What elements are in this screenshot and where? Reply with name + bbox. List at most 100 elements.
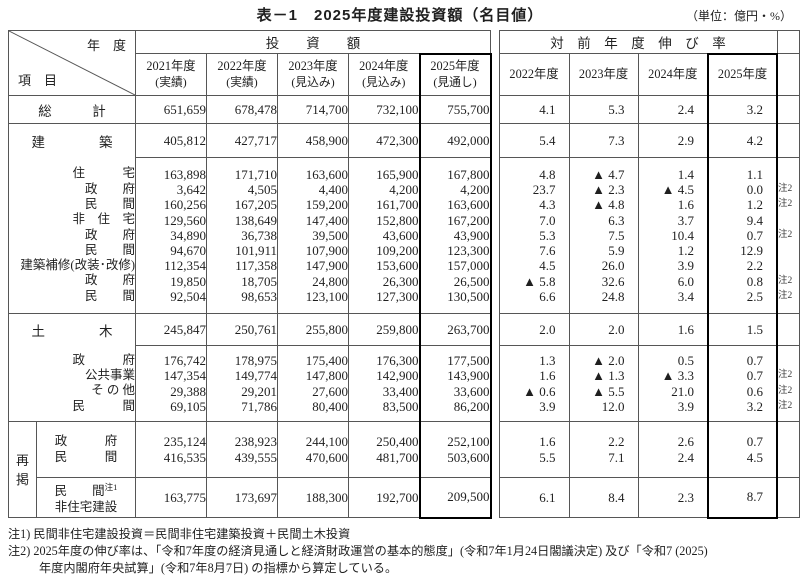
civil-rate-2024: 1.6: [637, 313, 709, 346]
private-nonres-2024: 192,700: [348, 477, 420, 518]
footnote-ref-1: 注1: [104, 482, 118, 493]
saikei-rate-2023: 2.2 7.1: [568, 421, 639, 478]
saikei-side-label: 再掲: [8, 421, 37, 518]
civil-sub-rate-2023: ▲ 2.0 ▲ 1.3 ▲ 5.5 12.0: [568, 345, 639, 422]
corner-header-cell: 年 度 項 目: [8, 30, 136, 96]
private-nonres-2021: 163,775: [135, 477, 207, 518]
total-rate-2025: 3.2: [707, 95, 779, 124]
private-nonres-2025: 209,500: [418, 477, 492, 519]
civil-2021: 245,847: [135, 313, 207, 346]
note-col-spacer: [776, 30, 800, 54]
building-sub-rate-2025: 1.1 0.0 1.2 9.4 0.7 12.9 2.2 0.8 2.5: [707, 157, 779, 314]
saikei-2024: 250,400 481,700: [348, 421, 420, 478]
civil-sub-rate-2024: 0.5 ▲ 3.3 21.0 3.9: [637, 345, 709, 422]
civil-sub-2025: 177,500 143,900 33,600 86,200: [418, 345, 492, 422]
group-header-growth: 対 前 年 度 伸 び 率: [498, 30, 778, 54]
row-label-civil: 土 木: [8, 313, 136, 346]
diagonal-line: [9, 31, 135, 95]
corner-year-label: 年 度: [86, 38, 126, 53]
total-2022: 678,478: [206, 95, 278, 124]
total-2025: 755,700: [418, 95, 492, 124]
private-nonres-rate-2025: 8.7: [707, 477, 779, 519]
rate-col-header-2024: 2024年度: [637, 53, 709, 96]
tables-area: 年 度 項 目 投 資 額 2021年度 (実績) 2022年度 (実績) 2023…: [8, 30, 800, 519]
title-bar: 表－1 2025年度建設投資額（名目値） （単位：億円・%）: [0, 0, 800, 28]
civil-sub-labels: 政 府公共事業そ の 他民 間: [8, 345, 136, 422]
total-rate-2022: 4.1: [498, 95, 570, 124]
unit-note: （単位：億円・%）: [686, 9, 792, 23]
civil-rate-2025: 1.5: [707, 313, 779, 346]
building-sub-2025: 167,800 4,200 163,600 167,200 43,900 123,300 1…: [418, 157, 492, 314]
row-label-private-nonres: 民 間注1 非住宅建設: [36, 477, 136, 518]
total-rate-2024: 2.4: [637, 95, 709, 124]
table-title: 表－1 2025年度建設投資額（名目値）: [256, 7, 544, 24]
civil-sub-rate-2022: 1.3 1.6 ▲ 0.6 3.9: [498, 345, 570, 422]
building-rate-2023: 7.3: [568, 123, 639, 158]
total-rate-2023: 5.3: [568, 95, 639, 124]
col-header-2025: 2025年度 (見通し): [418, 52, 492, 96]
building-sub-notes: 注2 注2 注2 注2 注2: [776, 157, 800, 314]
saikei-rate-2025: 0.7 4.5: [707, 421, 779, 478]
col-header-2024: 2024年度 (見込み): [348, 53, 420, 96]
private-nonres-rate-2022: 6.1: [498, 477, 570, 518]
building-2023: 458,900: [277, 123, 349, 158]
footnote-2-line1: 注2) 2025年度の伸び率は、「令和7年度の経済見通しと経済財政運営の基本的態…: [8, 543, 708, 558]
saikei-rate-2022: 1.6 5.5: [498, 421, 570, 478]
private-nonres-2022: 173,697: [206, 477, 278, 518]
civil-rate-2023: 2.0: [568, 313, 639, 346]
total-2021: 651,659: [135, 95, 207, 124]
total-2023: 714,700: [277, 95, 349, 124]
saikei-2023: 244,100 470,600: [277, 421, 349, 478]
group-header-investment: 投 資 額: [134, 30, 492, 54]
building-rate-2025: 4.2: [707, 123, 779, 158]
building-sub-2024: 165,900 4,200 161,700 152,800 43,600 109,200 1…: [348, 157, 420, 314]
civil-sub-notes: 注2 注2 注2: [776, 345, 800, 422]
footnote-2-line2: 年度内閣府年央試算」(令和7年8月7日) の指標から算定している。: [39, 560, 398, 575]
civil-sub-rate-2025: 0.7 0.7 0.6 3.2: [707, 345, 779, 422]
growth-rate-table: 対 前 年 度 伸 び 率 2022年度 2023年度 2024年度 2025年…: [498, 30, 800, 519]
civil-sub-2024: 176,300 142,900 33,400 83,500: [348, 345, 420, 422]
investment-amount-table: 年 度 項 目 投 資 額 2021年度 (実績) 2022年度 (実績) 2023…: [8, 30, 492, 519]
row-label-building: 建 築: [8, 123, 136, 158]
saikei-2022: 238,923 439,555: [206, 421, 278, 478]
building-sub-rate-2023: ▲ 4.7 ▲ 2.3 ▲ 4.8 6.3 7.5 5.9 26.0 32.6 24.8: [568, 157, 639, 314]
rate-col-header-2025: 2025年度: [707, 52, 779, 96]
building-2024: 472,300: [348, 123, 420, 158]
civil-2022: 250,761: [206, 313, 278, 346]
building-rate-2022: 5.4: [498, 123, 570, 158]
saikei-2025: 252,100 503,600: [418, 421, 492, 478]
civil-rate-2022: 2.0: [498, 313, 570, 346]
col-header-2022: 2022年度 (実績): [206, 53, 278, 96]
civil-2023: 255,800: [277, 313, 349, 346]
building-sub-rate-2022: 4.8 23.7 4.3 7.0 5.3 7.6 4.5 ▲ 5.8 6.6: [498, 157, 570, 314]
civil-sub-2023: 175,400 147,800 27,600 80,400: [277, 345, 349, 422]
footnotes: 注1) 民間非住宅建設投資＝民間非住宅建築投資＋民間土木投資 注2) 2025年…: [8, 526, 800, 577]
col-header-2023: 2023年度 (見込み): [277, 53, 349, 96]
building-2025: 492,000: [418, 123, 492, 158]
row-label-total: 総 計: [8, 95, 136, 124]
private-nonres-rate-2023: 8.4: [568, 477, 639, 518]
civil-sub-2022: 178,975 149,774 29,201 71,786: [206, 345, 278, 422]
building-rate-2024: 2.9: [637, 123, 709, 158]
building-sub-labels: 住 宅政 府民 間非 住 宅政 府民 間建築補修(改装･改修) 政 府民 間: [8, 157, 136, 314]
building-sub-2022: 171,710 4,505 167,205 138,649 36,738 101,911 1…: [206, 157, 278, 314]
building-sub-rate-2024: 1.4 ▲ 4.5 1.6 3.7 10.4 1.2 3.9 6.0 3.4: [637, 157, 709, 314]
saikei-labels: 政 府民 間: [36, 421, 136, 478]
building-sub-2023: 163,600 4,400 159,200 147,400 39,500 107,900 1…: [277, 157, 349, 314]
civil-2025: 263,700: [418, 313, 492, 346]
saikei-2021: 235,124 416,535: [135, 421, 207, 478]
corner-item-label: 項 目: [18, 73, 58, 88]
civil-2024: 259,800: [348, 313, 420, 346]
rate-col-header-2022: 2022年度: [498, 53, 570, 96]
private-nonres-rate-2024: 2.3: [637, 477, 709, 518]
building-2022: 427,717: [206, 123, 278, 158]
private-nonres-2023: 188,300: [277, 477, 349, 518]
building-2021: 405,812: [135, 123, 207, 158]
footnote-1: 注1) 民間非住宅建設投資＝民間非住宅建築投資＋民間土木投資: [8, 526, 351, 541]
total-2024: 732,100: [348, 95, 420, 124]
col-header-2021: 2021年度 (実績): [135, 53, 207, 96]
rate-col-header-2023: 2023年度: [568, 53, 639, 96]
building-sub-2021: 163,898 3,642 160,256 129,560 34,890 94,670 11…: [135, 157, 207, 314]
saikei-rate-2024: 2.6 2.4: [637, 421, 709, 478]
